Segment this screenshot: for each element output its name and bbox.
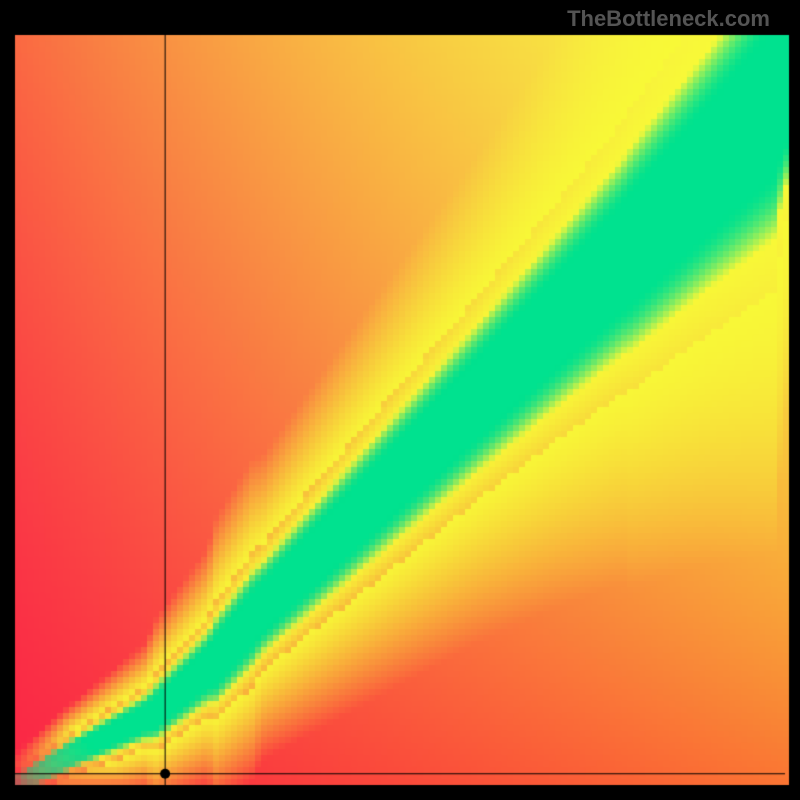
heatmap-canvas	[0, 0, 800, 800]
watermark-text: TheBottleneck.com	[567, 6, 770, 32]
chart-container: TheBottleneck.com	[0, 0, 800, 800]
